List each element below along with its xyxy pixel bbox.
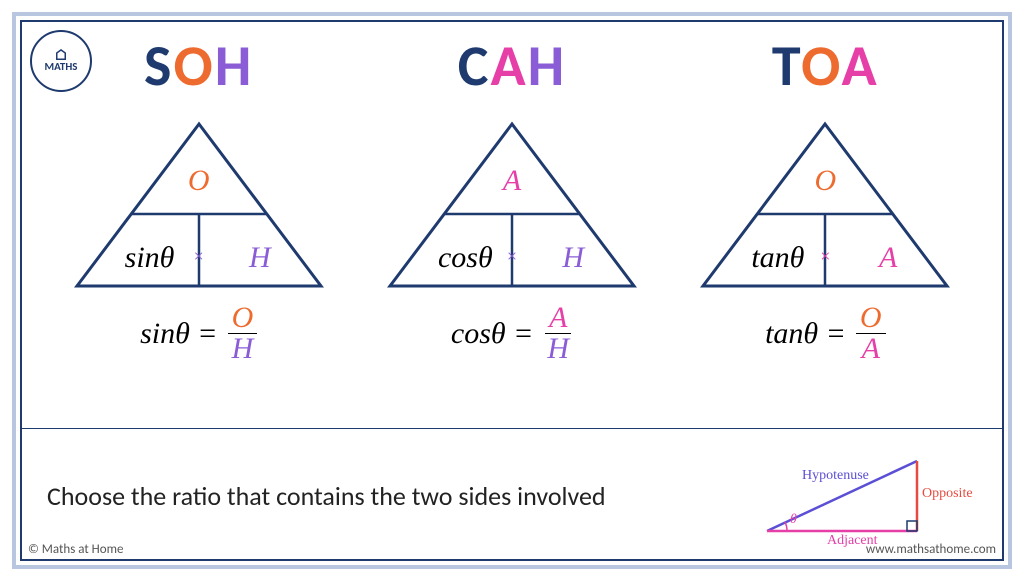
toa-o: O bbox=[801, 30, 841, 101]
bottom-row: Choose the ratio that contains the two s… bbox=[22, 429, 1002, 559]
cah-br: H bbox=[562, 241, 584, 275]
toa-formula: tanθ = O A bbox=[765, 303, 886, 364]
soh-lhs: sinθ = bbox=[140, 317, 218, 351]
footer-url: www.mathsathome.com bbox=[866, 542, 996, 557]
soh-formula: sinθ = O H bbox=[140, 303, 257, 364]
toa-bl: tanθ bbox=[751, 241, 804, 275]
cah-num: A bbox=[545, 303, 571, 334]
soh-column: SOH O sinθ × H sinθ = O bbox=[49, 30, 349, 364]
cah-bl: cosθ bbox=[438, 241, 493, 275]
soh-den: H bbox=[228, 334, 258, 364]
cah-formula: cosθ = A H bbox=[451, 303, 573, 364]
toa-t: T bbox=[772, 30, 801, 101]
soh-br: H bbox=[249, 241, 271, 275]
rt-opp-label: Opposite bbox=[922, 486, 973, 502]
soh-heading: SOH bbox=[144, 30, 253, 101]
soh-o: O bbox=[173, 30, 214, 101]
toa-num: O bbox=[856, 303, 886, 334]
inner-border: ⌂ MATHS SOH O sinθ × H bbox=[20, 20, 1004, 561]
cah-c: C bbox=[458, 30, 491, 101]
soh-num: O bbox=[228, 303, 258, 334]
main-row: SOH O sinθ × H sinθ = O bbox=[22, 22, 1002, 429]
toa-x: × bbox=[820, 246, 830, 267]
cah-column: CAH A cosθ × H cosθ = A bbox=[362, 30, 662, 364]
soh-top: O bbox=[188, 164, 210, 198]
soh-s: S bbox=[144, 30, 173, 101]
rt-theta-label: θ bbox=[790, 512, 797, 528]
toa-a: A bbox=[842, 30, 879, 101]
toa-br: A bbox=[879, 241, 897, 275]
cah-triangle: A cosθ × H bbox=[382, 116, 642, 291]
cah-den: H bbox=[543, 334, 573, 364]
logo-badge: ⌂ MATHS bbox=[30, 30, 92, 92]
logo-text: MATHS bbox=[44, 61, 77, 72]
cah-a: A bbox=[490, 30, 527, 101]
cah-heading: CAH bbox=[458, 30, 566, 101]
cah-lhs: cosθ = bbox=[451, 317, 533, 351]
outer-border: ⌂ MATHS SOH O sinθ × H bbox=[12, 12, 1012, 569]
toa-column: TOA O tanθ × A tanθ = O bbox=[675, 30, 975, 364]
cah-h: H bbox=[528, 30, 567, 101]
footer-copyright: © Maths at Home bbox=[28, 542, 123, 557]
rt-hyp-label: Hypotenuse bbox=[802, 468, 869, 484]
cah-x: × bbox=[507, 246, 517, 267]
toa-heading: TOA bbox=[772, 30, 879, 101]
toa-lhs: tanθ = bbox=[765, 317, 846, 351]
soh-bl: sinθ bbox=[125, 241, 175, 275]
cah-top: A bbox=[503, 164, 521, 198]
right-triangle-diagram: Hypotenuse Opposite Adjacent θ bbox=[717, 446, 977, 546]
toa-triangle: O tanθ × A bbox=[695, 116, 955, 291]
soh-h: H bbox=[215, 30, 254, 101]
cah-fraction: A H bbox=[543, 303, 573, 364]
soh-x: × bbox=[194, 246, 204, 267]
soh-triangle: O sinθ × H bbox=[69, 116, 329, 291]
toa-top: O bbox=[814, 164, 836, 198]
toa-fraction: O A bbox=[856, 303, 886, 364]
soh-fraction: O H bbox=[228, 303, 258, 364]
instruction-text: Choose the ratio that contains the two s… bbox=[47, 480, 606, 512]
toa-den: A bbox=[858, 334, 884, 364]
